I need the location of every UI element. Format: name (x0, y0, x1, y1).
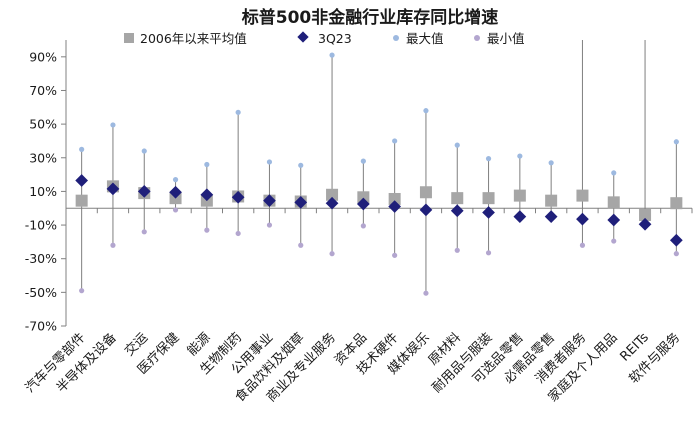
y-tick-label: 10% (29, 184, 57, 199)
avg-point (419, 186, 432, 199)
y-tick-label: -70% (25, 319, 57, 334)
q3-2023-point (200, 188, 214, 202)
min-point (110, 242, 116, 248)
max-point (454, 142, 460, 148)
q3-2023-point (482, 206, 495, 219)
max-point (611, 170, 617, 176)
min-point (266, 222, 273, 228)
max-point (141, 148, 147, 154)
min-point (79, 288, 85, 294)
avg-point (545, 194, 558, 207)
max-point (298, 162, 304, 168)
max-point (517, 153, 523, 159)
min-point (204, 227, 210, 233)
max-point (548, 160, 554, 166)
max-point (110, 122, 116, 128)
min-point (298, 242, 304, 248)
avg-point (75, 194, 88, 207)
q3-2023-point (106, 182, 120, 196)
min-point (329, 251, 335, 257)
min-point (392, 252, 398, 258)
min-point (172, 207, 179, 213)
avg-point (639, 208, 652, 221)
avg-point (576, 189, 589, 202)
max-point (423, 108, 429, 114)
chart-title: 标普500非金融行业库存同比增速 (242, 7, 499, 28)
q3-2023-point (169, 185, 182, 199)
max-point (329, 52, 335, 58)
q3-2023-point (263, 194, 276, 208)
min-point (235, 230, 241, 237)
q3-2023-point (294, 195, 308, 209)
q3-2023-point (231, 190, 245, 204)
q3-2023-point (607, 213, 621, 227)
min-point (673, 251, 679, 257)
min-point (360, 223, 366, 229)
max-point (392, 138, 398, 144)
y-tick-label: -30% (25, 251, 57, 266)
legend-marker-3q23 (297, 31, 309, 43)
y-tick-label: 50% (29, 117, 57, 132)
max-point (266, 159, 273, 165)
min-point (579, 242, 586, 248)
q3-2023-point (450, 204, 464, 218)
min-point (141, 229, 147, 235)
min-point (423, 290, 429, 296)
q3-2023-point (513, 210, 527, 224)
avg-point (357, 191, 370, 204)
legend-label-avg: 2006年以来平均值 (140, 31, 247, 46)
max-point (360, 158, 366, 164)
max-point (673, 139, 679, 145)
avg-point (326, 188, 339, 201)
max-point (79, 146, 85, 152)
legend-marker-min (474, 35, 480, 41)
max-point (172, 177, 179, 183)
y-tick-label: -50% (25, 285, 57, 300)
avg-point (388, 192, 401, 205)
min-point (485, 250, 492, 256)
q3-2023-point (356, 197, 370, 211)
legend: 2006年以来平均值 3Q23 最大值 最小值 (124, 31, 525, 46)
legend-label-max: 最大值 (406, 31, 444, 46)
avg-point (607, 196, 620, 209)
legend-marker-max (393, 35, 399, 41)
min-point (611, 238, 617, 244)
q3-2023-point (137, 185, 151, 198)
q3-2023-point (388, 200, 402, 213)
min-point (454, 247, 460, 253)
avg-point (513, 189, 526, 202)
legend-marker-avg (124, 33, 134, 43)
max-point (235, 109, 241, 115)
y-tick-label: 70% (29, 83, 57, 98)
avg-point (451, 192, 464, 205)
y-tick-label: 30% (29, 150, 57, 165)
y-tick-label: -10% (25, 218, 57, 233)
q3-2023-point (576, 212, 589, 226)
legend-label-min: 最小值 (487, 31, 525, 46)
max-point (485, 156, 492, 162)
avg-point (482, 192, 495, 205)
q3-2023-point (419, 203, 433, 217)
max-point (204, 161, 210, 168)
q3-2023-point (544, 210, 558, 224)
q3-2023-point (75, 174, 89, 187)
q3-2023-point (669, 233, 683, 247)
y-tick-label: 90% (29, 49, 57, 64)
legend-label-3q23: 3Q23 (318, 31, 352, 46)
q3-2023-point (325, 196, 339, 210)
avg-point (670, 197, 683, 210)
